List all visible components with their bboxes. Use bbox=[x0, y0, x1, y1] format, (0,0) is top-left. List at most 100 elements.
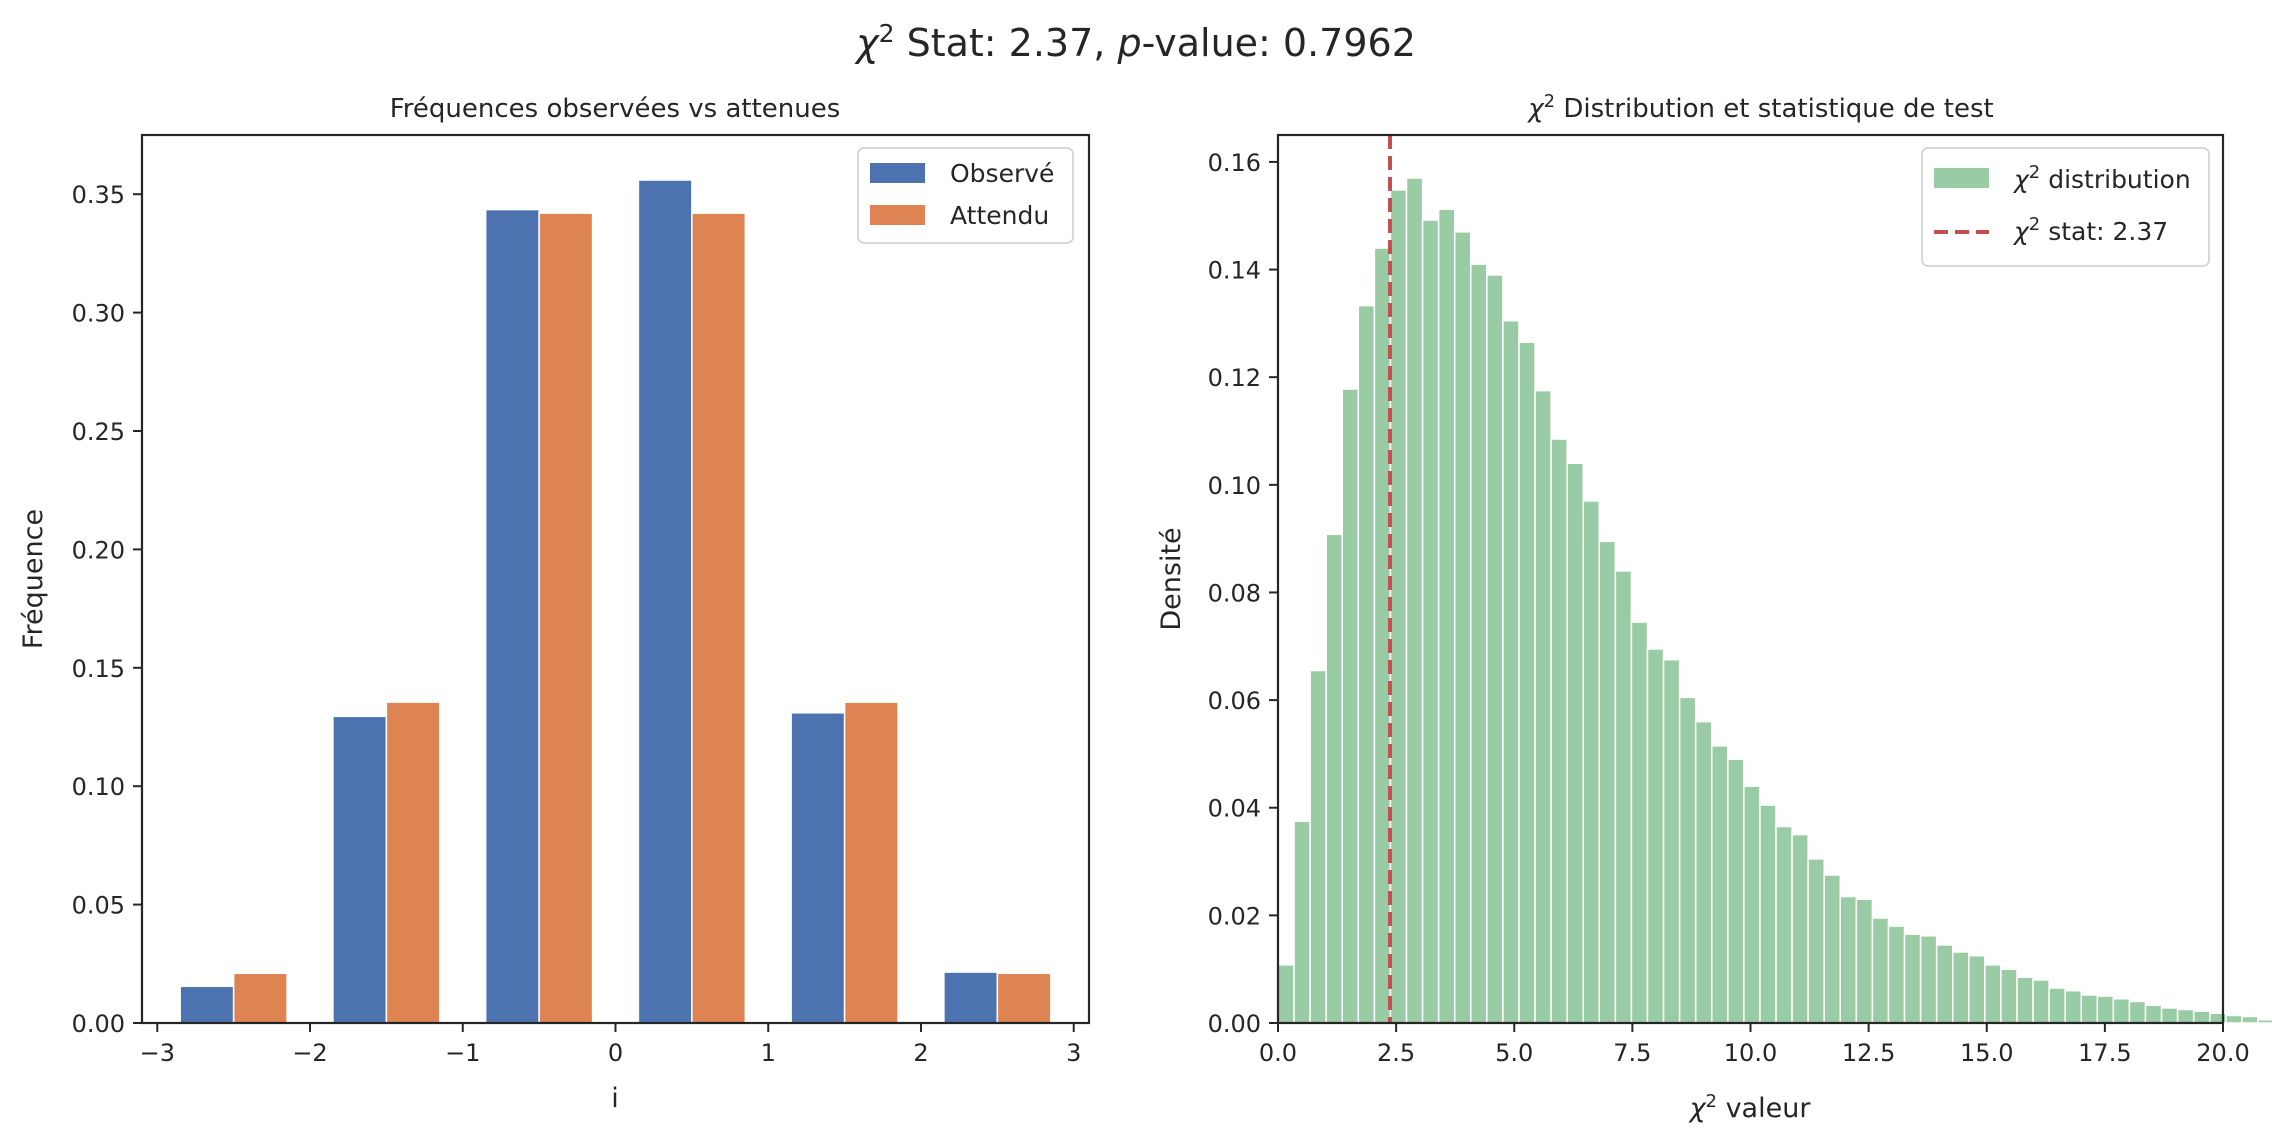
hist-bin-34 bbox=[1823, 874, 1842, 1024]
hist-bin-4 bbox=[1341, 388, 1360, 1024]
hist-bin-27 bbox=[1711, 745, 1729, 1024]
hist-bin-38 bbox=[1887, 925, 1906, 1024]
hist-bin-37 bbox=[1871, 917, 1890, 1024]
right-x-tick-label: 15.0 bbox=[1960, 1039, 2013, 1067]
hist-bin-60 bbox=[2241, 1015, 2259, 1024]
hist-bin-47 bbox=[2032, 979, 2050, 1024]
right-y-tick-label: 0.08 bbox=[1208, 579, 1261, 607]
hist-bin-46 bbox=[2016, 976, 2034, 1024]
bar-observe-3 bbox=[637, 179, 693, 1024]
right-legend: χ2 distribution χ2 stat: 2.37 bbox=[1921, 147, 2210, 267]
right-y-tick-label: 0.02 bbox=[1208, 902, 1261, 930]
hist-bin-15 bbox=[1518, 341, 1536, 1024]
hist-bin-18 bbox=[1566, 462, 1584, 1024]
right-legend-frame bbox=[1921, 147, 2210, 267]
left-y-tick-label: 0.25 bbox=[72, 418, 125, 446]
hist-bin-56 bbox=[2176, 1008, 2195, 1024]
left-y-tick-label: 0.30 bbox=[72, 300, 125, 328]
bar-observe-5 bbox=[943, 971, 999, 1024]
hist-bin-5 bbox=[1357, 304, 1376, 1024]
hist-bin-1 bbox=[1293, 820, 1311, 1024]
right-x-tick-label: 17.5 bbox=[2078, 1039, 2131, 1067]
right-x-axis-label: χ2 valeur bbox=[1688, 1091, 1812, 1124]
left-legend-label-attendu: Attendu bbox=[950, 201, 1049, 230]
hist-bin-49 bbox=[2064, 989, 2083, 1024]
right-y-tick-label: 0.04 bbox=[1208, 795, 1261, 823]
hist-bin-30 bbox=[1759, 804, 1777, 1024]
right-x-tick-label: 5.0 bbox=[1495, 1039, 1533, 1067]
right-histogram-bars bbox=[1277, 177, 2272, 1024]
hist-bin-9 bbox=[1421, 219, 1440, 1024]
bar-attendu-1 bbox=[385, 701, 441, 1024]
hist-bin-44 bbox=[1984, 964, 2002, 1024]
hist-bin-50 bbox=[2080, 994, 2099, 1024]
right-y-tick-label: 0.12 bbox=[1208, 364, 1261, 392]
hist-bin-0 bbox=[1277, 964, 1295, 1024]
bar-attendu-0 bbox=[232, 972, 288, 1024]
bar-observe-0 bbox=[179, 985, 235, 1024]
right-y-tick-label: 0.00 bbox=[1208, 1010, 1261, 1038]
hist-bin-16 bbox=[1534, 389, 1552, 1024]
hist-bin-14 bbox=[1502, 319, 1520, 1024]
right-y-tick-label: 0.14 bbox=[1208, 257, 1261, 285]
right-y-tick-label: 0.16 bbox=[1208, 149, 1261, 177]
left-x-tick-label: 1 bbox=[761, 1039, 776, 1067]
left-x-axis-label: i bbox=[611, 1083, 619, 1114]
right-x-axis-ticks: 0.0 2.5 5.0 7.5 10.0 12.5 15.0 17.5 20.0 bbox=[1259, 1023, 2250, 1067]
right-x-tick-label: 10.0 bbox=[1724, 1039, 1777, 1067]
bar-attendu-2 bbox=[538, 212, 594, 1024]
right-legend-swatch-distribution bbox=[1934, 168, 1989, 188]
hist-bin-17 bbox=[1550, 438, 1568, 1024]
left-legend-swatch-attendu bbox=[870, 205, 925, 225]
hist-bin-42 bbox=[1951, 951, 1970, 1024]
right-x-tick-label: 0.0 bbox=[1259, 1039, 1297, 1067]
hist-bin-48 bbox=[2048, 987, 2066, 1024]
right-legend-label-stat: χ2 stat: 2.37 bbox=[2012, 214, 2168, 246]
left-x-tick-label: 2 bbox=[913, 1039, 928, 1067]
left-legend-label-observe: Observé bbox=[950, 159, 1054, 188]
right-plot-frame bbox=[1276, 133, 2225, 1025]
right-y-tick-label: 0.10 bbox=[1208, 472, 1261, 500]
left-y-tick-label: 0.10 bbox=[72, 773, 125, 801]
right-y-axis-label: Densité bbox=[1156, 527, 1187, 630]
hist-bin-33 bbox=[1807, 858, 1825, 1024]
left-bars-group bbox=[179, 179, 1052, 1024]
right-chart-title: χ2 Distribution et statistique de test bbox=[1526, 91, 1994, 124]
hist-bin-31 bbox=[1775, 825, 1793, 1024]
hist-bin-28 bbox=[1727, 758, 1745, 1024]
bar-attendu-3 bbox=[691, 212, 747, 1024]
figure-suptitle: χ2 Stat: 2.37, p-value: 0.7962 bbox=[854, 19, 1416, 65]
left-x-tick-label: −3 bbox=[140, 1039, 175, 1067]
hist-bin-11 bbox=[1453, 231, 1472, 1024]
hist-bin-24 bbox=[1662, 658, 1681, 1024]
left-chart: Fréquences observées vs attenues −3 −2 −1 0… bbox=[18, 94, 1091, 1114]
left-x-tick-label: 3 bbox=[1066, 1039, 1081, 1067]
hist-bin-59 bbox=[2225, 1014, 2243, 1024]
hist-bin-45 bbox=[2000, 968, 2018, 1024]
bar-attendu-4 bbox=[843, 701, 899, 1024]
bar-observe-4 bbox=[790, 712, 846, 1024]
left-x-tick-label: −2 bbox=[292, 1039, 327, 1067]
right-x-tick-label: 7.5 bbox=[1613, 1039, 1651, 1067]
bar-attendu-5 bbox=[996, 972, 1052, 1024]
hist-bin-13 bbox=[1486, 274, 1504, 1024]
hist-bin-25 bbox=[1678, 696, 1697, 1024]
left-y-tick-label: 0.05 bbox=[72, 892, 125, 920]
right-y-tick-label: 0.06 bbox=[1208, 687, 1261, 715]
left-y-axis-label: Fréquence bbox=[18, 509, 49, 649]
hist-bin-55 bbox=[2160, 1007, 2179, 1024]
left-y-tick-label: 0.15 bbox=[72, 655, 125, 683]
left-y-axis-ticks: 0.00 0.05 0.10 0.15 0.20 0.25 0.30 0.35 bbox=[72, 181, 142, 1038]
hist-bin-54 bbox=[2144, 1004, 2163, 1024]
left-y-tick-label: 0.00 bbox=[72, 1010, 125, 1038]
left-plot-frame bbox=[140, 133, 1091, 1025]
hist-bin-21 bbox=[1614, 570, 1633, 1024]
hist-bin-19 bbox=[1582, 500, 1601, 1024]
hist-bin-57 bbox=[2192, 1010, 2211, 1024]
hist-bin-61 bbox=[2257, 1019, 2272, 1024]
hist-bin-43 bbox=[1968, 954, 1986, 1024]
left-y-tick-label: 0.35 bbox=[72, 181, 125, 209]
left-x-axis-ticks: −3 −2 −1 0 1 2 3 bbox=[140, 1023, 1081, 1067]
hist-bin-22 bbox=[1630, 621, 1649, 1024]
hist-bin-29 bbox=[1743, 785, 1761, 1024]
